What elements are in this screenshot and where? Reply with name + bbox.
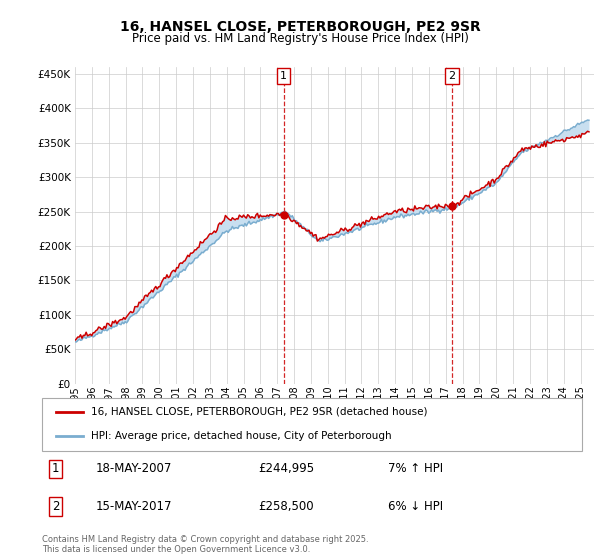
FancyBboxPatch shape <box>42 398 582 451</box>
Text: Contains HM Land Registry data © Crown copyright and database right 2025.
This d: Contains HM Land Registry data © Crown c… <box>42 535 368 554</box>
Text: 2: 2 <box>449 71 455 81</box>
Text: 7% ↑ HPI: 7% ↑ HPI <box>388 462 443 475</box>
Text: 15-MAY-2017: 15-MAY-2017 <box>96 500 173 513</box>
Text: HPI: Average price, detached house, City of Peterborough: HPI: Average price, detached house, City… <box>91 431 391 441</box>
Text: 16, HANSEL CLOSE, PETERBOROUGH, PE2 9SR (detached house): 16, HANSEL CLOSE, PETERBOROUGH, PE2 9SR … <box>91 407 427 417</box>
Text: Price paid vs. HM Land Registry's House Price Index (HPI): Price paid vs. HM Land Registry's House … <box>131 32 469 45</box>
Text: £244,995: £244,995 <box>258 462 314 475</box>
Text: 16, HANSEL CLOSE, PETERBOROUGH, PE2 9SR: 16, HANSEL CLOSE, PETERBOROUGH, PE2 9SR <box>119 20 481 34</box>
Text: 18-MAY-2007: 18-MAY-2007 <box>96 462 172 475</box>
Text: 1: 1 <box>52 462 59 475</box>
Text: 2: 2 <box>52 500 59 513</box>
Text: 1: 1 <box>280 71 287 81</box>
Text: £258,500: £258,500 <box>258 500 314 513</box>
Text: 6% ↓ HPI: 6% ↓ HPI <box>388 500 443 513</box>
